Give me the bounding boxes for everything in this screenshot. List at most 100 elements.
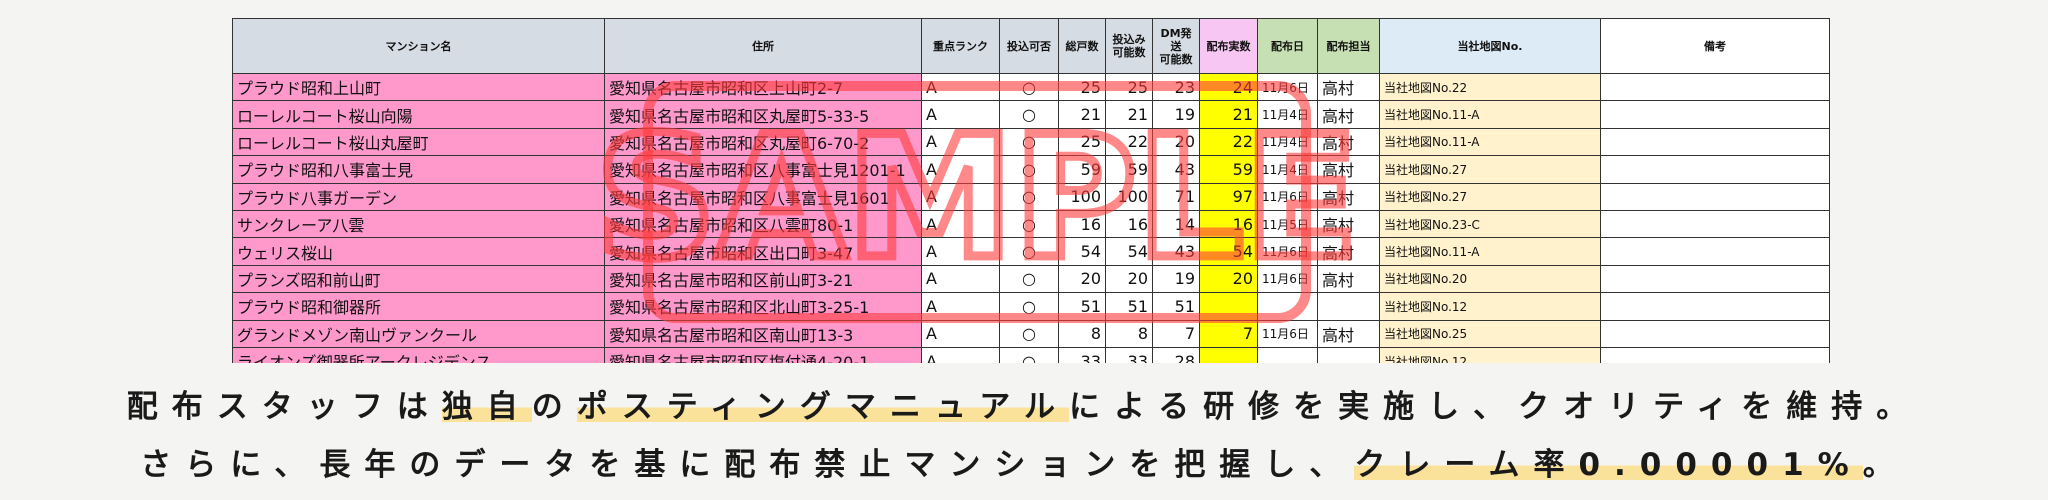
cell-text: 33 [1080, 351, 1101, 363]
table-cell: ○ [1000, 293, 1059, 321]
table-cell [1318, 293, 1380, 321]
cell-text: 高村 [1322, 325, 1355, 345]
table-cell: 当社地図No.27 [1380, 183, 1601, 211]
cell-text: 高村 [1322, 106, 1355, 126]
cell-text: サンクレーア八雲 [237, 216, 365, 236]
table-cell: 25 [1106, 74, 1153, 102]
cell-text: ○ [1022, 105, 1036, 125]
cell-text: 97 [1232, 187, 1253, 207]
cell-text: 高村 [1322, 188, 1355, 208]
table-cell [1200, 293, 1258, 321]
table-cell: 71 [1153, 183, 1200, 211]
table-cell: A [922, 320, 1000, 348]
table-cell: 高村 [1318, 183, 1380, 211]
cell-text: 20 [1080, 269, 1101, 289]
cell-text: 21 [1232, 105, 1253, 125]
cell-text: 20 [1232, 269, 1253, 289]
table-cell: 25 [1059, 128, 1106, 157]
table-cell: ○ [1000, 128, 1059, 157]
table-cell: プラウド昭和御器所 [232, 293, 605, 321]
cell-text: 愛知県名古屋市昭和区北山町3-25-1 [609, 298, 870, 318]
cell-text: A [926, 242, 937, 262]
header-cell: 住所 [605, 18, 922, 74]
cell-text: 20 [1127, 269, 1148, 289]
spreadsheet: マンション名 住所 重点ランク 投込可否 総戸数 投込み 可能数 DM発送可能数 配布実数 配布日… [232, 18, 1830, 363]
table-cell: 16 [1059, 211, 1106, 239]
cell-text: 33 [1127, 351, 1148, 363]
table-cell: ○ [1000, 238, 1059, 266]
table-cell [1601, 320, 1830, 348]
table-cell: 20 [1153, 128, 1200, 157]
cell-text: 25 [1127, 77, 1148, 97]
table-cell: 20 [1106, 265, 1153, 294]
table-cell: ローレルコート桜山向陽 [232, 101, 605, 129]
cell-text: 23 [1174, 77, 1195, 97]
table-cell: ○ [1000, 156, 1059, 184]
cell-text: 11月6日 [1262, 190, 1309, 205]
cell-text: 当社地図No.27 [1384, 190, 1468, 205]
header-text: 投込可否 [1007, 39, 1051, 53]
cell-text: 11月6日 [1262, 80, 1309, 95]
table-cell: 11月6日 [1258, 74, 1318, 102]
table-cell [1601, 183, 1830, 211]
header-cell: 重点ランク [922, 18, 1000, 74]
table-cell: 28 [1153, 348, 1200, 363]
cell-text: 59 [1127, 159, 1148, 179]
cell-text: A [926, 214, 937, 234]
table-cell [1601, 211, 1830, 239]
cell-text: 14 [1174, 214, 1195, 234]
cell-text: 愛知県名古屋市昭和区八事富士見1601 [609, 188, 890, 208]
cell-text: プラウド昭和上山町 [237, 79, 382, 99]
cell-text: ウェリス桜山 [237, 243, 334, 263]
caption-text: 。 [1862, 447, 1908, 483]
table-cell: A [922, 348, 1000, 363]
table-cell: A [922, 101, 1000, 129]
cell-text: 71 [1174, 187, 1195, 207]
table-cell: 23 [1153, 74, 1200, 102]
table-cell: 22 [1200, 128, 1258, 157]
cell-text: ○ [1022, 269, 1036, 289]
table-cell [1601, 101, 1830, 129]
cell-text: A [926, 269, 937, 289]
table-cell: 11月6日 [1258, 238, 1318, 266]
cell-text: 25 [1080, 132, 1101, 152]
table-cell: 7 [1153, 320, 1200, 348]
table-cell: 愛知県名古屋市昭和区八事富士見1201-1 [605, 156, 922, 184]
header-cell: マンション名 [232, 18, 605, 74]
cell-text: ○ [1022, 187, 1036, 207]
cell-text: 59 [1232, 159, 1253, 179]
table-cell: 11月5日 [1258, 211, 1318, 239]
table-cell: 51 [1106, 293, 1153, 321]
cell-text: 54 [1080, 242, 1101, 262]
table-cell: プランズ昭和前山町 [232, 265, 605, 294]
table-cell [1601, 74, 1830, 102]
cell-text: 100 [1070, 187, 1101, 207]
header-cell: 備考 [1601, 18, 1830, 74]
table-cell: 当社地図No.12 [1380, 348, 1601, 363]
cell-text: 11月6日 [1262, 245, 1309, 260]
table-cell: ○ [1000, 265, 1059, 294]
cell-text: 43 [1174, 159, 1195, 179]
cell-text: A [926, 159, 937, 179]
cell-text: ○ [1022, 351, 1036, 363]
table-cell: 22 [1106, 128, 1153, 157]
cell-text: 16 [1080, 214, 1101, 234]
table-cell: 高村 [1318, 238, 1380, 266]
table-cell: 当社地図No.12 [1380, 293, 1601, 321]
table-cell: 当社地図No.11-A [1380, 101, 1601, 129]
cell-text: 54 [1127, 242, 1148, 262]
table-cell: 11月4日 [1258, 128, 1318, 157]
cell-text: 当社地図No.11-A [1384, 108, 1480, 123]
cell-text: 100 [1117, 187, 1148, 207]
cell-text: 愛知県名古屋市昭和区丸屋町5-33-5 [609, 106, 870, 126]
table-cell: 16 [1106, 211, 1153, 239]
table-cell: 16 [1200, 211, 1258, 239]
table-cell: プラウド昭和上山町 [232, 74, 605, 102]
cell-text: 当社地図No.12 [1384, 299, 1468, 314]
cell-text: 愛知県名古屋市昭和区前山町3-21 [609, 270, 854, 290]
table-cell: 100 [1106, 183, 1153, 211]
header-cell: 配布実数 [1200, 18, 1258, 74]
cell-text: プランズ昭和前山町 [237, 270, 381, 290]
header-text: 当社地図No. [1457, 39, 1523, 53]
table-cell: 高村 [1318, 156, 1380, 184]
